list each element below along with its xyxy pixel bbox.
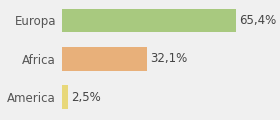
Bar — [62, 47, 147, 71]
Text: 2,5%: 2,5% — [71, 91, 101, 104]
Text: 32,1%: 32,1% — [150, 52, 187, 65]
Bar — [62, 9, 235, 32]
Bar — [62, 85, 68, 109]
Text: 65,4%: 65,4% — [239, 14, 276, 27]
